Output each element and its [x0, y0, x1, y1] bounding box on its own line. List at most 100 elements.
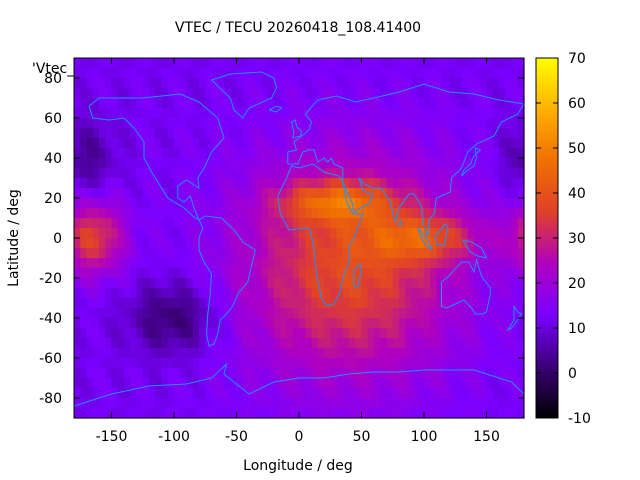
heatmap-cell	[305, 208, 313, 219]
heatmap-cell	[380, 388, 388, 399]
heatmap-cell	[349, 308, 356, 319]
heatmap-cell	[467, 218, 475, 229]
heatmap-cell	[111, 268, 119, 279]
heatmap-cell	[374, 328, 381, 339]
heatmap-cell	[461, 408, 469, 419]
heatmap-cell	[361, 238, 369, 249]
heatmap-cell	[342, 208, 350, 219]
heatmap-cell	[224, 78, 231, 89]
heatmap-cell	[374, 208, 381, 219]
heatmap-cell	[111, 258, 119, 269]
heatmap-cell	[105, 208, 113, 219]
heatmap-cell	[230, 238, 238, 249]
heatmap-cell	[399, 398, 406, 409]
heatmap-cell	[192, 318, 200, 329]
heatmap-cell	[299, 228, 306, 239]
heatmap-cell	[436, 308, 444, 319]
heatmap-cell	[180, 298, 188, 309]
colorbar-tick-label: 60	[568, 96, 586, 112]
heatmap-cell	[392, 338, 400, 349]
heatmap-cell	[361, 258, 369, 269]
heatmap-cell	[142, 88, 150, 99]
heatmap-cell	[255, 78, 263, 89]
heatmap-cell	[224, 118, 231, 129]
heatmap-cell	[480, 188, 488, 199]
heatmap-cell	[111, 218, 119, 229]
heatmap-cell	[92, 338, 100, 349]
heatmap-cell	[174, 388, 181, 399]
heatmap-cell	[399, 108, 406, 119]
heatmap-cell	[474, 328, 481, 339]
heatmap-cell	[449, 388, 456, 399]
heatmap-cell	[92, 358, 100, 369]
heatmap-cell	[149, 408, 156, 419]
heatmap-cell	[367, 138, 375, 149]
heatmap-cell	[280, 238, 288, 249]
heatmap-cell	[486, 238, 494, 249]
heatmap-cell	[411, 388, 419, 399]
heatmap-cell	[336, 58, 344, 69]
heatmap-cell	[155, 318, 163, 329]
heatmap-cell	[155, 368, 163, 379]
heatmap-cell	[336, 88, 344, 99]
heatmap-cell	[217, 218, 225, 229]
heatmap-cell	[405, 278, 413, 289]
heatmap-cell	[205, 288, 213, 299]
heatmap-cell	[136, 368, 144, 379]
heatmap-cell	[167, 98, 175, 109]
heatmap-cell	[461, 158, 469, 169]
heatmap-cell	[136, 348, 144, 359]
heatmap-cell	[461, 258, 469, 269]
heatmap-cell	[405, 258, 413, 269]
heatmap-cell	[461, 208, 469, 219]
heatmap-cell	[230, 368, 238, 379]
heatmap-cell	[405, 58, 413, 69]
heatmap-cell	[286, 158, 294, 169]
heatmap-cell	[242, 138, 250, 149]
heatmap-cell	[286, 248, 294, 259]
coastline-new-zealand	[506, 305, 523, 332]
heatmap-cell	[130, 328, 138, 339]
heatmap-cell	[167, 188, 175, 199]
heatmap-cell	[205, 378, 213, 389]
heatmap-cell	[461, 58, 469, 69]
heatmap-cell	[249, 98, 256, 109]
heatmap-cell	[499, 308, 506, 319]
heatmap-cell	[436, 218, 444, 229]
heatmap-cell	[292, 188, 300, 199]
heatmap-cell	[392, 148, 400, 159]
heatmap-cell	[230, 78, 238, 89]
heatmap-cell	[236, 198, 244, 209]
heatmap-cell	[336, 318, 344, 329]
heatmap-cell	[161, 258, 169, 269]
heatmap-cell	[417, 328, 425, 339]
heatmap-cell	[224, 98, 231, 109]
heatmap-cell	[167, 128, 175, 139]
heatmap-cell	[267, 278, 275, 289]
heatmap-cell	[167, 118, 175, 129]
heatmap-cell	[324, 128, 331, 139]
heatmap-cell	[486, 98, 494, 109]
heatmap-cell	[474, 168, 481, 179]
heatmap-cell	[167, 68, 175, 79]
heatmap-cell	[486, 308, 494, 319]
heatmap-cell	[324, 148, 331, 159]
heatmap-cell	[436, 108, 444, 119]
heatmap-cell	[236, 348, 244, 359]
heatmap-cell	[430, 398, 438, 409]
heatmap-cell	[442, 118, 450, 129]
heatmap-cell	[386, 248, 394, 259]
heatmap-cell	[149, 128, 156, 139]
heatmap-cell	[299, 378, 306, 389]
heatmap-cell	[330, 338, 338, 349]
heatmap-cell	[511, 378, 519, 389]
heatmap-cell	[236, 318, 244, 329]
heatmap-cell	[299, 128, 306, 139]
heatmap-cell	[311, 168, 319, 179]
heatmap-cell	[399, 338, 406, 349]
heatmap-cell	[255, 158, 263, 169]
heatmap-cell	[124, 68, 131, 79]
heatmap-cell	[374, 378, 381, 389]
heatmap-cell	[361, 138, 369, 149]
heatmap-cell	[436, 88, 444, 99]
